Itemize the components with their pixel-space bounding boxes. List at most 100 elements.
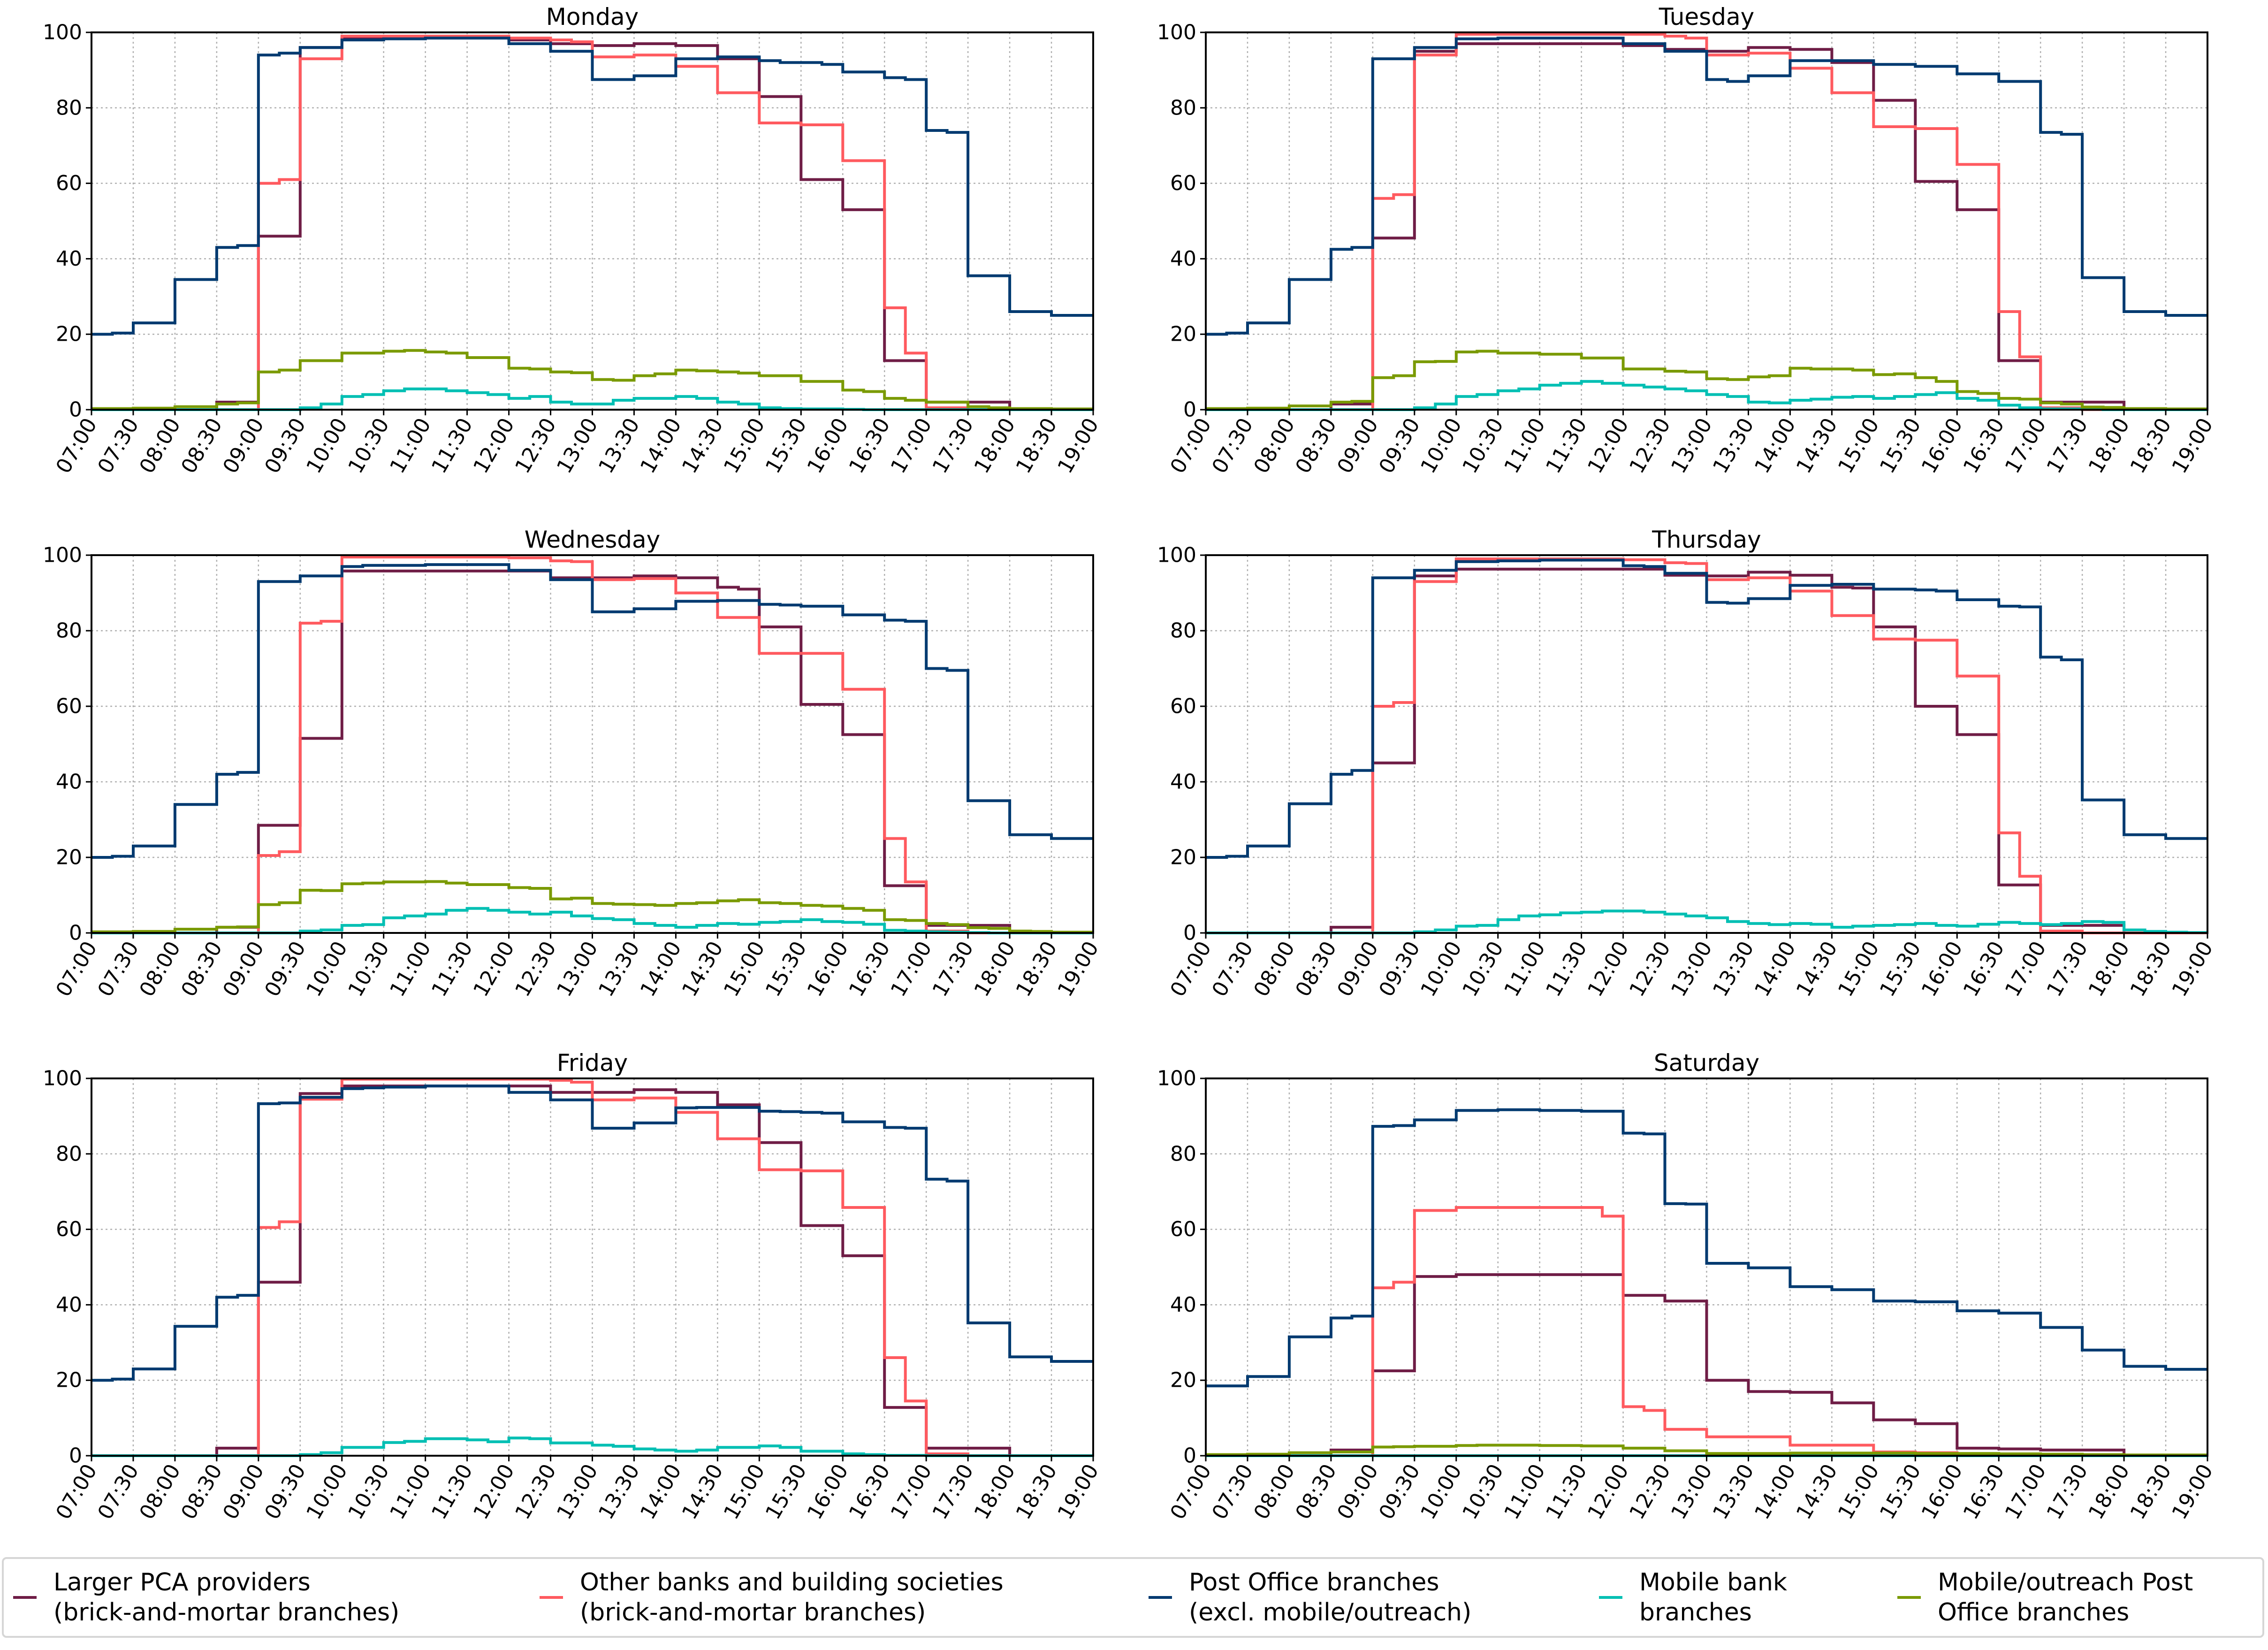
y-tick-label: 60 — [56, 1217, 82, 1241]
x-tick-label: 17:30 — [2042, 414, 2093, 477]
x-tick-label: 10:00 — [302, 937, 352, 1001]
x-tick-label: 18:30 — [2126, 937, 2177, 1001]
x-tick-label: 07:30 — [93, 937, 144, 1001]
series-line-po — [1206, 1108, 2207, 1388]
x-tick-label: 09:30 — [260, 1460, 311, 1523]
series-line-other — [91, 556, 1093, 934]
x-tick-label: 08:30 — [1291, 1460, 1341, 1523]
x-tick-label: 12:00 — [1583, 937, 1634, 1001]
x-tick-label: 17:00 — [886, 937, 937, 1001]
x-tick-label: 07:00 — [52, 414, 102, 477]
series-line-pca — [91, 1085, 1093, 1457]
x-tick-label: 16:30 — [1959, 937, 2009, 1001]
x-tick-label: 11:00 — [1499, 937, 1550, 1001]
x-tick-label: 13:30 — [1708, 937, 1759, 1001]
x-tick-label: 12:30 — [1625, 1460, 1675, 1523]
x-tick-label: 11:00 — [385, 937, 436, 1001]
legend-item-other-banks: Other banks and building societies (brick… — [540, 1559, 1004, 1636]
y-tick-label: 40 — [56, 1293, 82, 1317]
x-tick-label: 14:30 — [677, 937, 728, 1001]
x-tick-label: 09:00 — [1332, 414, 1383, 477]
y-tick-label: 80 — [56, 96, 82, 120]
x-tick-label: 14:00 — [1750, 1460, 1801, 1523]
x-tick-label: 08:00 — [135, 1460, 185, 1523]
x-tick-label: 15:30 — [761, 1460, 812, 1523]
x-tick-label: 16:00 — [803, 1460, 853, 1523]
x-tick-label: 10:30 — [343, 937, 394, 1001]
x-tick-label: 12:00 — [469, 414, 519, 477]
x-tick-label: 19:00 — [1053, 1460, 1104, 1523]
x-tick-label: 10:30 — [343, 1460, 394, 1523]
x-tick-label: 18:30 — [2126, 414, 2177, 477]
x-tick-label: 15:30 — [761, 937, 812, 1001]
x-tick-label: 10:30 — [343, 414, 394, 477]
y-tick-label: 40 — [1170, 247, 1196, 271]
x-tick-label: 17:00 — [2001, 414, 2051, 477]
x-tick-label: 17:00 — [886, 414, 937, 477]
x-tick-label: 11:00 — [1499, 414, 1550, 477]
x-tick-label: 11:30 — [427, 1460, 478, 1523]
x-tick-label: 16:30 — [1959, 414, 2009, 477]
x-tick-label: 14:00 — [1750, 414, 1801, 477]
x-tick-label: 13:30 — [594, 1460, 645, 1523]
x-tick-label: 15:00 — [719, 937, 770, 1001]
x-tick-label: 08:00 — [135, 937, 185, 1001]
y-tick-label: 80 — [1170, 1142, 1196, 1166]
x-tick-label: 07:00 — [52, 937, 102, 1001]
x-tick-label: 08:30 — [176, 937, 227, 1001]
x-tick-label: 16:00 — [1917, 414, 1968, 477]
x-tick-label: 10:00 — [302, 1460, 352, 1523]
x-tick-label: 16:00 — [803, 937, 853, 1001]
x-tick-label: 07:00 — [1166, 937, 1217, 1001]
y-tick-label: 80 — [1170, 96, 1196, 120]
panel-monday: Monday02040608010007:0007:3008:0008:3009… — [43, 3, 1104, 478]
legend-label: Other banks and building societies — [580, 1568, 1004, 1597]
x-tick-label: 19:00 — [2168, 1460, 2218, 1523]
legend-swatch-mobile-bank — [1599, 1596, 1622, 1599]
legend-item-mobile-post-office: Mobile/outreach Post Office branches — [1897, 1559, 2193, 1636]
x-tick-label: 09:30 — [260, 937, 311, 1001]
series-line-mobile — [91, 907, 1093, 934]
x-tick-label: 07:30 — [93, 1460, 144, 1523]
y-tick-label: 100 — [43, 543, 82, 567]
y-tick-label: 40 — [56, 770, 82, 794]
series-line-mobile — [1206, 380, 2207, 411]
legend-label-sub: (brick-and-mortar branches) — [580, 1598, 926, 1627]
x-tick-label: 09:00 — [218, 1460, 269, 1523]
x-tick-label: 08:30 — [1291, 937, 1341, 1001]
x-tick-label: 13:00 — [552, 1460, 603, 1523]
y-tick-label: 60 — [1170, 171, 1196, 195]
x-tick-label: 18:30 — [1012, 937, 1062, 1001]
series-line-other — [91, 1077, 1093, 1457]
x-tick-label: 09:00 — [1332, 937, 1383, 1001]
series-line-mobilepo — [1206, 1444, 2207, 1457]
y-tick-label: 20 — [1170, 1368, 1196, 1392]
x-tick-label: 08:00 — [1249, 1460, 1300, 1523]
y-tick-label: 0 — [1183, 921, 1196, 945]
series-line-other — [91, 35, 1093, 411]
series-line-po — [91, 1085, 1093, 1382]
x-tick-label: 12:00 — [1583, 1460, 1634, 1523]
series-line-pca — [91, 37, 1093, 411]
legend-label-sub: branches — [1639, 1598, 1752, 1627]
legend-swatch-post-office — [1149, 1596, 1172, 1599]
series-line-mobilepo — [91, 880, 1093, 934]
legend-label: Mobile bank — [1639, 1568, 1788, 1597]
y-tick-label: 80 — [1170, 619, 1196, 643]
x-tick-label: 13:30 — [594, 937, 645, 1001]
legend-label-sub: Office branches — [1938, 1598, 2130, 1627]
x-tick-label: 17:30 — [928, 1460, 979, 1523]
x-tick-label: 08:30 — [1291, 414, 1341, 477]
y-tick-label: 60 — [56, 695, 82, 718]
x-tick-label: 14:00 — [636, 937, 686, 1001]
x-tick-label: 19:00 — [2168, 414, 2218, 477]
y-tick-label: 20 — [56, 322, 82, 346]
x-tick-label: 18:30 — [2126, 1460, 2177, 1523]
x-tick-label: 16:30 — [1959, 1460, 2009, 1523]
x-tick-label: 15:30 — [1875, 414, 1926, 477]
y-tick-label: 60 — [1170, 695, 1196, 718]
series-line-po — [91, 37, 1093, 336]
y-tick-label: 40 — [56, 247, 82, 271]
x-tick-label: 10:30 — [1458, 414, 1508, 477]
series-line-other — [1206, 33, 2207, 411]
